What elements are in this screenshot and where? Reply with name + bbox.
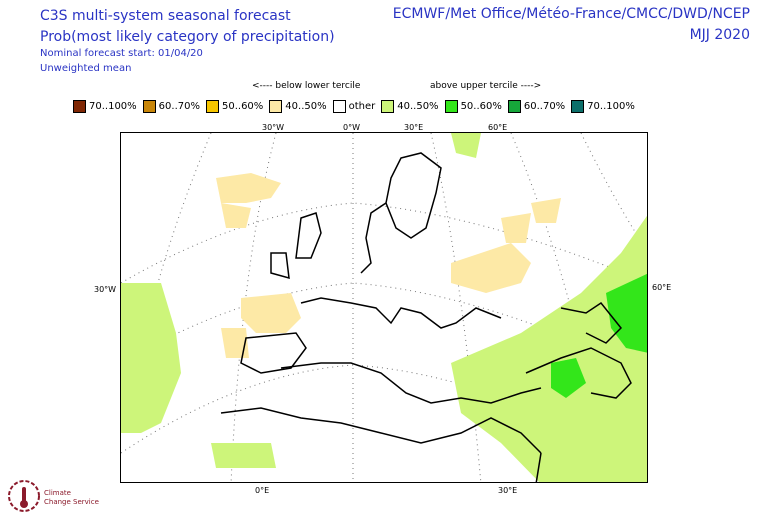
legend-swatch — [332, 100, 346, 113]
legend-item: 50..60% — [205, 100, 264, 113]
legend-label: 50..60% — [460, 101, 502, 112]
europe-map — [121, 133, 647, 482]
title-block: C3S multi-system seasonal forecast Prob(… — [40, 6, 335, 48]
below-40-50-patch — [451, 243, 531, 293]
map-panel — [120, 132, 648, 483]
title-line-2: Prob(most likely category of precipitati… — [40, 29, 335, 45]
copernicus-logo: Climate Change Service — [6, 478, 99, 518]
legend-item: 40..50% — [269, 100, 327, 113]
legend-item: 60..70% — [507, 100, 566, 113]
below-40-50-patch — [216, 173, 281, 203]
legend-label: 40..50% — [397, 101, 439, 112]
legend-label: 50..60% — [221, 101, 264, 112]
legend-label: 70..100% — [587, 101, 635, 112]
legend: 70..100% 60..70% 50..60% 40..50% other 4… — [73, 100, 641, 113]
legend-label: other — [348, 101, 376, 112]
lon-label-top-0w: 0°W — [343, 123, 360, 132]
below-tercile-label: <---- below lower tercile — [252, 81, 361, 91]
legend-item: 50..60% — [444, 100, 502, 113]
below-40-50-patch — [241, 293, 301, 333]
legend-swatch — [507, 100, 521, 113]
legend-swatch — [269, 100, 283, 113]
legend-label: 60..70% — [523, 101, 566, 112]
legend-label: 60..70% — [158, 101, 200, 112]
centres-block: ECMWF/Met Office/Météo-France/CMCC/DWD/N… — [393, 4, 750, 46]
graticule — [121, 133, 647, 482]
logo-text-line-1: Climate — [44, 489, 71, 497]
legend-swatch — [571, 100, 585, 113]
centres-list: ECMWF/Met Office/Météo-France/CMCC/DWD/N… — [392, 6, 750, 22]
legend-item: other — [332, 100, 376, 113]
lon-label-bottom-0e: 0°E — [255, 486, 270, 495]
legend-swatch — [444, 100, 458, 113]
legend-label: 70..100% — [89, 101, 137, 112]
logo-text-line-2: Change Service — [44, 498, 99, 506]
legend-swatch — [205, 100, 219, 113]
below-40-50-patch — [501, 213, 531, 243]
lon-label-left-30w: 30°W — [94, 285, 117, 294]
above-40-50-patch — [451, 133, 481, 158]
legend-item: 60..70% — [142, 100, 200, 113]
lon-label-top-30w: 30°W — [262, 123, 285, 132]
legend-swatch — [381, 100, 395, 113]
legend-swatch — [142, 100, 156, 113]
logo-icon — [8, 480, 40, 512]
below-40-50-patch — [221, 328, 249, 358]
logo-text: Climate Change Service — [44, 489, 99, 507]
legend-item: 40..50% — [381, 100, 439, 113]
lon-label-top-60e: 60°E — [488, 123, 508, 132]
season-label: MJJ 2020 — [689, 27, 750, 43]
below-40-50-patch — [221, 203, 251, 228]
lon-label-right-60e: 60°E — [652, 283, 672, 292]
forecast-start: Nominal forecast start: 01/04/20 — [40, 48, 203, 59]
legend-label: 40..50% — [285, 101, 327, 112]
legend-item: 70..100% — [571, 100, 635, 113]
title-line-1: C3S multi-system seasonal forecast — [40, 8, 291, 24]
mean-type: Unweighted mean — [40, 63, 132, 74]
above-50-60-patch — [551, 358, 586, 398]
above-40-50-patch — [121, 283, 181, 433]
lon-label-top-30e: 30°E — [404, 123, 424, 132]
above-40-50-patch — [211, 443, 276, 468]
legend-swatch — [73, 100, 86, 113]
below-40-50-patch — [531, 198, 561, 223]
anomaly-patches — [121, 133, 647, 482]
legend-item: 70..100% — [73, 100, 137, 113]
above-tercile-label: above upper tercile ----> — [430, 81, 542, 91]
lon-label-bottom-30e: 30°E — [498, 486, 518, 495]
above-40-50-patch — [451, 215, 647, 482]
coastlines — [220, 152, 632, 482]
